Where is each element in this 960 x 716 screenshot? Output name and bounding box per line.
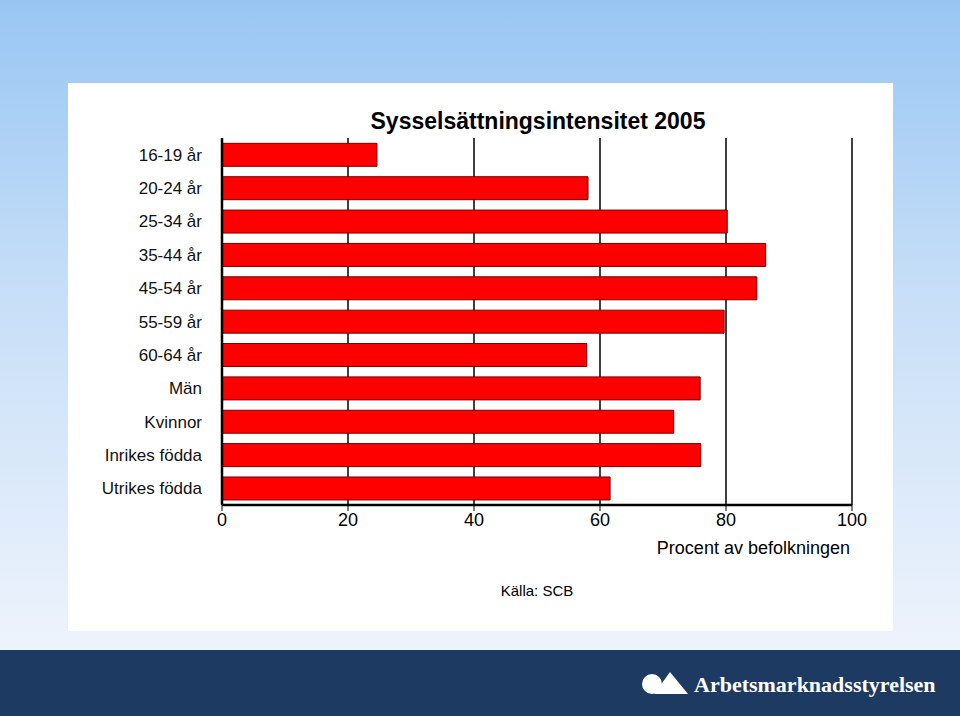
svg-text:35-44 år: 35-44 år: [139, 246, 203, 265]
svg-text:100: 100: [837, 510, 867, 530]
html-text:Källa: SCB: Källa: SCB: [500, 582, 574, 599]
html-text:Arbetsmarknadsstyrelsen: Arbetsmarknadsstyrelsen: [694, 672, 936, 697]
svg-text:0: 0: [217, 510, 227, 530]
svg-text:16-19 år: 16-19 år: [139, 146, 203, 165]
svg-text:60-64 år: 60-64 år: [139, 346, 203, 365]
svg-text:55-59 år: 55-59 år: [139, 313, 203, 332]
svg-text:Kvinnor: Kvinnor: [144, 413, 202, 432]
html-text:Procent av befolkningen: Procent av befolkningen: [656, 538, 850, 558]
svg-text:60: 60: [590, 510, 610, 530]
svg-text:80: 80: [716, 510, 736, 530]
svg-text:20-24 år: 20-24 år: [139, 179, 203, 198]
svg-text:25-34 år: 25-34 år: [139, 212, 203, 231]
svg-text:Inrikes födda: Inrikes födda: [105, 446, 203, 465]
svg-text:45-54 år: 45-54 år: [139, 279, 203, 298]
svg-text:Utrikes födda: Utrikes födda: [102, 479, 203, 498]
svg-text:40: 40: [464, 510, 484, 530]
svg-text:20: 20: [338, 510, 358, 530]
svg-text:Män: Män: [169, 379, 202, 398]
html-text:Sysselsättningsintensitet 2005: Sysselsättningsintensitet 2005: [370, 108, 706, 134]
